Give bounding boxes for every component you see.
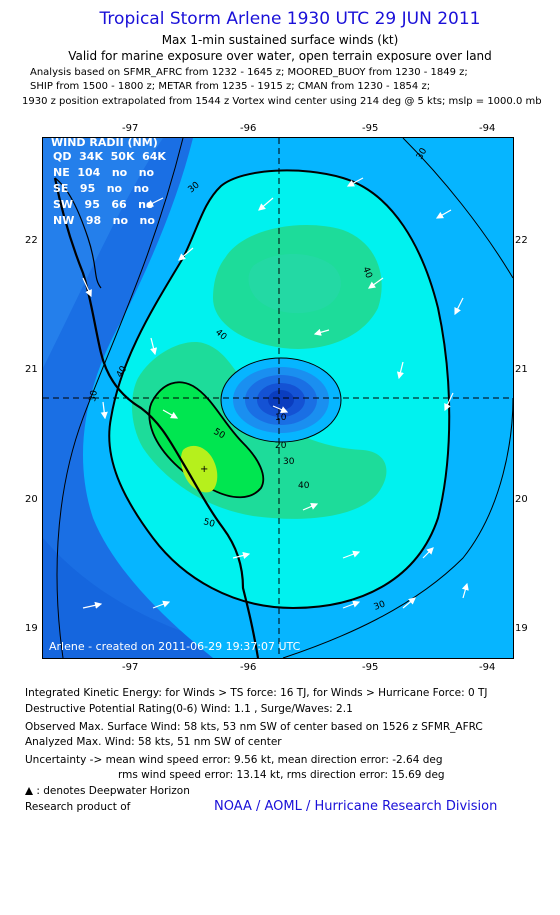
wind-arrow — [272, 405, 289, 413]
wind-arrow — [150, 337, 158, 356]
lon-tick-top: -97 — [122, 123, 139, 134]
wind-vectors — [82, 177, 469, 609]
analysis-line-3: 1930 z position extrapolated from 1544 z… — [22, 96, 542, 107]
contour-label-30: 30 — [373, 599, 387, 612]
coastline — [53, 177, 260, 658]
wind-arrow — [82, 277, 92, 298]
max-wind-marker: + — [200, 464, 208, 475]
wind-arrow — [152, 600, 171, 609]
wind-radii-row: NE 104 no no — [53, 166, 155, 179]
analyzed-max-line: Analyzed Max. Wind: 58 kts, 51 nm SW of … — [25, 736, 282, 748]
lon-tick-bottom: -94 — [479, 662, 496, 673]
wind-arrow — [435, 209, 452, 219]
lat-tick-right: 22 — [515, 235, 528, 246]
wind-arrow — [454, 297, 464, 316]
wind-arrow — [162, 409, 179, 419]
uncertainty-line-2: rms wind speed error: 13.14 kt, rms dire… — [118, 769, 445, 781]
wind-arrow — [178, 247, 194, 261]
wind-arrow — [342, 600, 361, 609]
deepwater-horizon-icon — [25, 787, 33, 795]
obs-max-line: Observed Max. Surface Wind: 58 kts, 53 n… — [25, 721, 483, 733]
uncertainty-line-1: Uncertainty -> mean wind speed error: 9.… — [25, 754, 443, 766]
analysis-line-1: Analysis based on SFMR_AFRC from 1232 - … — [30, 67, 468, 78]
contour-label-40: 40 — [298, 481, 310, 491]
wind-arrow — [402, 597, 416, 609]
wind-arrow — [368, 277, 384, 289]
gradient-patch — [43, 538, 283, 658]
research-label: Research product of — [25, 801, 131, 813]
contour-label-50: 50 — [202, 517, 216, 530]
lon-tick-top: -95 — [362, 123, 379, 134]
analysis-line-2: SHIP from 1500 - 1800 z; METAR from 1235… — [30, 81, 431, 92]
wind-radii-row: SE 95 no no — [53, 182, 149, 195]
lat-tick-left: 19 — [25, 623, 38, 634]
max-wind-region — [180, 445, 218, 493]
contour-line-30-west — [56, 138, 184, 658]
wind-arrow — [444, 392, 454, 412]
dwh-legend: : denotes Deepwater Horizon — [25, 785, 190, 797]
lat-tick-right: 19 — [515, 623, 528, 634]
wind-field-svg: + 30 30 40 40 40 40 50 50 30 20 10 30 30… — [43, 138, 513, 658]
wind-arrow — [461, 582, 469, 599]
lat-tick-left: 20 — [25, 494, 38, 505]
lat-tick-left: 22 — [25, 235, 38, 246]
wind-arrow — [258, 197, 274, 211]
subtitle-exposure: Valid for marine exposure over water, op… — [68, 49, 492, 63]
wind-arrow — [302, 503, 319, 511]
coastline-lagoon — [54, 177, 102, 289]
contour-label-40: 40 — [360, 266, 373, 280]
wind-arrow — [346, 177, 364, 187]
ike-line: Integrated Kinetic Energy: for Winds > T… — [25, 687, 488, 699]
lat-tick-right: 21 — [515, 364, 528, 375]
wind-field-map: + 30 30 40 40 40 40 50 50 30 20 10 30 30… — [42, 137, 514, 659]
contour-line-30-south — [282, 397, 513, 658]
wind-radii-row: NW 98 no no — [53, 214, 155, 227]
contour-label-10: 10 — [275, 413, 287, 423]
wind-radii-header: QD 34K 50K 64K — [53, 150, 166, 163]
dwh-legend-text: : denotes Deepwater Horizon — [36, 785, 190, 797]
map-credit: Arlene - created on 2011-06-29 19:37:07 … — [49, 640, 301, 653]
contour-label-30: 30 — [283, 457, 295, 467]
lat-tick-left: 21 — [25, 364, 38, 375]
wind-arrow — [82, 601, 103, 609]
vortex-core — [268, 390, 294, 410]
contour-line-30-northeast — [402, 138, 513, 279]
wind-arrow — [313, 328, 330, 336]
lon-tick-bottom: -97 — [122, 662, 139, 673]
research-org-link[interactable]: NOAA / AOML / Hurricane Research Divisio… — [214, 799, 498, 814]
map-title: Tropical Storm Arlene 1930 UTC 29 JUN 20… — [99, 9, 481, 29]
contour-label-20: 20 — [275, 441, 287, 451]
lon-tick-bottom: -96 — [240, 662, 257, 673]
gradient-patch — [43, 138, 163, 368]
wind-arrow — [232, 551, 251, 559]
dpr-line: Destructive Potential Rating(0-6) Wind: … — [25, 703, 353, 715]
wind-radii-row: SW 95 66 no — [53, 198, 154, 211]
contour-50-region — [148, 381, 265, 499]
lon-tick-top: -94 — [479, 123, 496, 134]
lon-tick-bottom: -95 — [362, 662, 379, 673]
wind-arrow — [145, 197, 164, 207]
wind-arrow — [422, 547, 434, 559]
contour-label-30: 30 — [88, 389, 100, 402]
wind-arrow — [342, 550, 361, 559]
lon-tick-top: -96 — [240, 123, 257, 134]
contour-45-north — [248, 254, 341, 314]
subtitle-winds: Max 1-min sustained surface winds (kt) — [161, 33, 399, 47]
lat-tick-right: 20 — [515, 494, 528, 505]
wind-arrow — [396, 361, 404, 380]
wind-arrow — [100, 401, 108, 420]
wind-radii-title: WIND RADII (NM) — [51, 138, 158, 149]
